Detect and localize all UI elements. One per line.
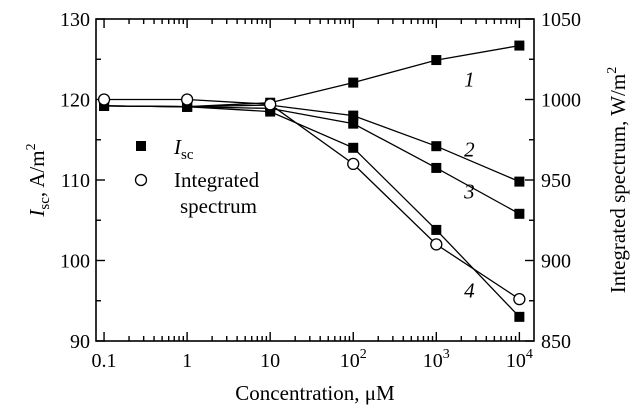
data-point-square	[182, 101, 193, 112]
x-tick-label: 103	[423, 347, 450, 372]
y-left-tick-labels: 90 100 110 120 130	[60, 9, 90, 353]
curve-label-1: 1	[464, 67, 475, 91]
data-point-circle	[180, 93, 194, 106]
x-tick-labels: 0.1 1 10 102 103 104	[92, 347, 533, 372]
series-line-1	[103, 44, 520, 108]
series-line-3	[103, 105, 520, 215]
legend-label-spectrum: spectrum	[180, 194, 257, 218]
legend: Isc Integrated spectrum	[134, 135, 260, 218]
data-point-square	[348, 110, 359, 121]
curve-label-4: 4	[464, 278, 475, 302]
legend-marker-open-circle	[134, 173, 148, 187]
data-point-circle	[347, 157, 360, 171]
y-left-tick-label: 110	[61, 170, 90, 192]
series-line-4	[103, 105, 520, 318]
x-tick-label: 10	[260, 350, 280, 372]
data-point-square	[431, 224, 442, 235]
y-right-tick-label: 1050	[541, 9, 581, 31]
series-line-integrated-spectrum	[104, 98, 520, 300]
data-point-circle	[513, 292, 526, 306]
y-right-tick-label: 1000	[541, 90, 581, 112]
y-right-tick-label: 900	[541, 251, 571, 273]
x-tick-label: 104	[506, 347, 533, 372]
legend-label-integrated: Integrated	[174, 168, 260, 192]
data-point-circle	[97, 93, 111, 106]
data-point-square	[348, 142, 359, 153]
y-left-tick-label: 120	[60, 90, 90, 112]
legend-marker-filled-square	[136, 141, 146, 151]
y-left-tick-label: 130	[60, 9, 90, 31]
tick-marks	[96, 18, 534, 342]
y-left-tick-label: 90	[70, 331, 90, 353]
data-point-square	[514, 208, 525, 219]
curve-labels: 1 2 3 4	[463, 67, 475, 302]
y-left-axis-title: Isc, A/m2	[24, 143, 53, 217]
y-right-axis-title: Integrated spectrum, W/m2	[605, 67, 630, 293]
data-point-square	[431, 162, 442, 173]
x-tick-label: 0.1	[92, 350, 117, 372]
data-point-square	[265, 106, 276, 117]
data-point-square	[514, 311, 525, 322]
data-point-square	[514, 40, 525, 51]
data-point-square	[514, 176, 525, 187]
data-point-square	[348, 77, 359, 88]
x-tick-label: 102	[340, 347, 367, 372]
series-markers	[97, 40, 526, 322]
y-right-tick-label: 850	[541, 331, 571, 353]
data-point-square	[431, 141, 442, 152]
y-left-tick-label: 100	[60, 251, 90, 273]
y-right-tick-label: 950	[541, 170, 571, 192]
data-point-square	[431, 55, 442, 66]
x-axis-title: Concentration, μM	[235, 381, 395, 405]
data-point-square	[99, 100, 110, 111]
data-point-square	[348, 118, 359, 129]
legend-label-isc: Isc	[173, 135, 194, 163]
curve-label-3: 3	[463, 179, 475, 203]
curve-label-2: 2	[464, 137, 475, 161]
series-lines	[103, 44, 520, 318]
data-point-circle	[264, 98, 277, 111]
x-tick-label: 1	[182, 350, 192, 372]
y-right-tick-labels: 850 900 950 1000 1050	[541, 9, 581, 353]
data-point-circle	[430, 238, 443, 251]
